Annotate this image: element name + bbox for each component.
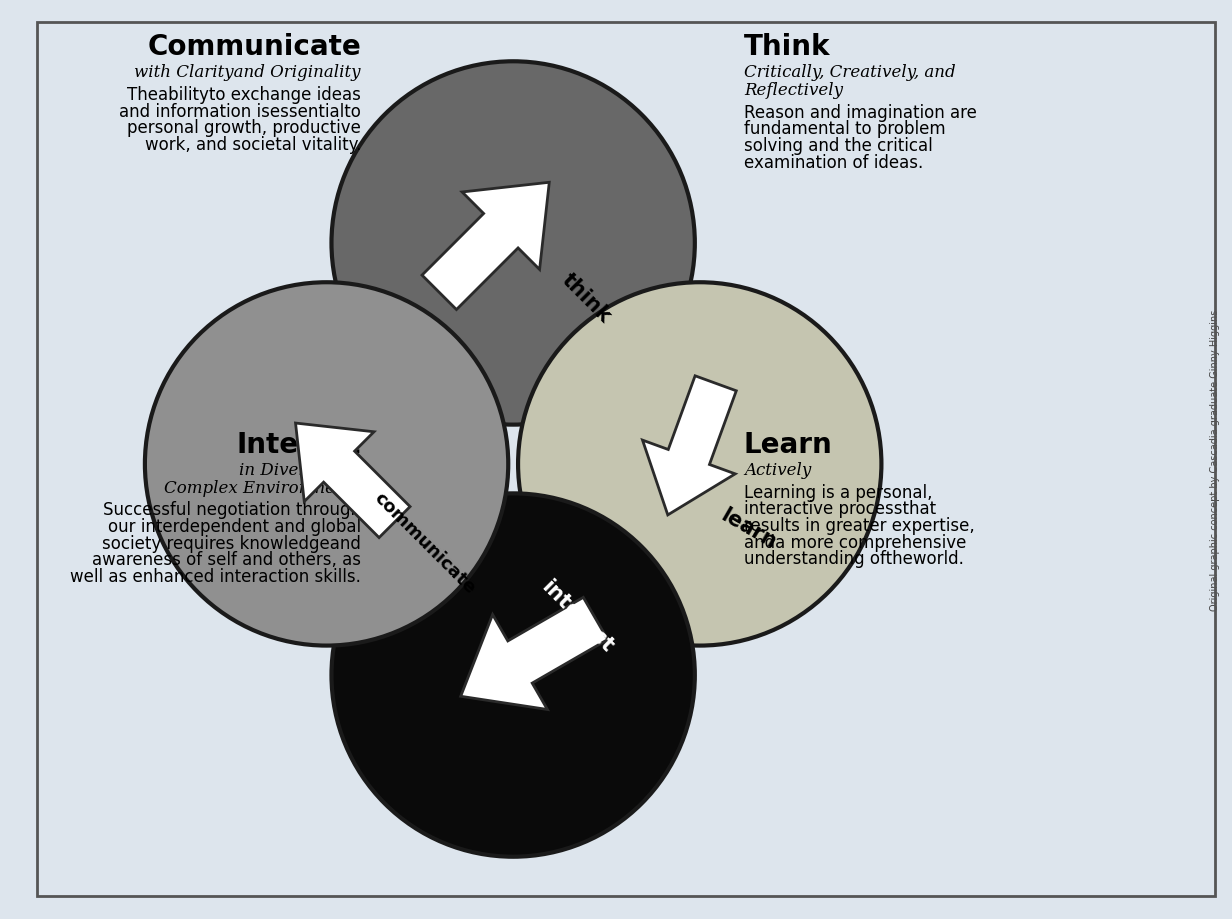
Text: and information isessentialto: and information isessentialto <box>120 102 361 120</box>
Text: Learn: Learn <box>744 430 833 458</box>
Text: Reflectively: Reflectively <box>744 82 843 99</box>
Polygon shape <box>423 183 549 311</box>
Text: anda more comprehensive: anda more comprehensive <box>744 533 966 551</box>
Text: learn: learn <box>717 505 780 552</box>
Text: solving and the critical: solving and the critical <box>744 137 933 154</box>
Polygon shape <box>461 597 607 709</box>
Text: Actively: Actively <box>744 461 811 479</box>
Text: Learning is a personal,: Learning is a personal, <box>744 483 933 501</box>
Text: interact: interact <box>537 576 617 656</box>
Polygon shape <box>296 424 410 538</box>
Text: Think: Think <box>744 33 830 61</box>
Text: society requires knowledgeand: society requires knowledgeand <box>102 534 361 552</box>
Circle shape <box>519 283 881 646</box>
Text: examination of ideas.: examination of ideas. <box>744 153 923 172</box>
Text: well as enhanced interaction skills.: well as enhanced interaction skills. <box>70 567 361 585</box>
Text: Critically, Creatively, and: Critically, Creatively, and <box>744 64 956 81</box>
Text: fundamental to problem: fundamental to problem <box>744 120 945 138</box>
Text: personal growth, productive: personal growth, productive <box>127 119 361 137</box>
Text: Complex Environments: Complex Environments <box>164 479 361 496</box>
Text: Interact: Interact <box>237 430 361 458</box>
Circle shape <box>331 62 695 425</box>
Text: communicate: communicate <box>371 489 479 597</box>
Text: in Diverse and: in Diverse and <box>239 461 361 479</box>
Text: Successful negotiation through: Successful negotiation through <box>103 501 361 518</box>
Text: Original graphic concept by Cascadia graduate Ginny Higgins: Original graphic concept by Cascadia gra… <box>1210 309 1221 610</box>
Text: our interdependent and global: our interdependent and global <box>108 517 361 536</box>
Polygon shape <box>643 377 737 516</box>
Text: Communicate: Communicate <box>147 33 361 61</box>
Text: Reason and imagination are: Reason and imagination are <box>744 104 977 121</box>
Text: understanding oftheworld.: understanding oftheworld. <box>744 550 963 568</box>
Text: work, and societal vitality.: work, and societal vitality. <box>144 136 361 153</box>
Text: interactive processthat: interactive processthat <box>744 500 936 517</box>
Text: results in greater expertise,: results in greater expertise, <box>744 516 975 534</box>
Text: Theabilityto exchange ideas: Theabilityto exchange ideas <box>127 85 361 104</box>
Text: with Clarityand Originality: with Clarityand Originality <box>134 64 361 81</box>
Text: think: think <box>558 269 615 326</box>
Circle shape <box>331 494 695 857</box>
Text: awareness of self and others, as: awareness of self and others, as <box>92 550 361 569</box>
Circle shape <box>145 283 509 646</box>
